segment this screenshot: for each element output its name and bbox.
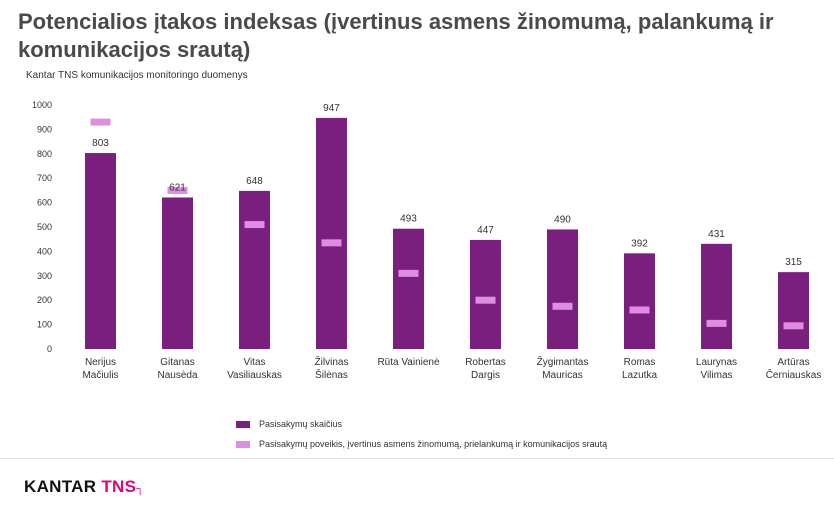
x-category-label: Gitanas: [160, 357, 194, 368]
impact-marker: [706, 319, 727, 327]
chart-title: Potencialios įtakos indeksas (įvertinus …: [18, 9, 774, 62]
legend-swatch-marker: [236, 440, 250, 448]
x-category-label: Vasiliauskas: [227, 370, 282, 381]
value-labels: 803 621 648 947 493 447 490 392 431 315: [92, 103, 802, 268]
y-tick-label: 600: [37, 198, 52, 208]
impact-marker: [398, 269, 419, 277]
x-category-label: Mauricas: [542, 370, 583, 381]
x-category-label: Lazutka: [622, 370, 657, 381]
bar: [778, 272, 809, 349]
x-category-label: Romas: [624, 357, 656, 368]
x-category-label: Nerijus: [85, 357, 116, 368]
bar-value-label: 621: [169, 182, 186, 193]
chart-subtitle: Kantar TNS komunikacijos monitoringo duo…: [26, 70, 248, 81]
impact-marker: [475, 296, 496, 304]
bar: [316, 117, 347, 349]
x-category-label: Artūras: [777, 357, 809, 368]
legend-swatch-bar: [236, 420, 250, 428]
bar-value-label: 493: [400, 214, 417, 225]
y-tick-label: 800: [37, 149, 52, 159]
y-tick-label: 200: [37, 295, 52, 305]
impact-marker: [321, 239, 342, 247]
x-category-label: Vilimas: [700, 370, 732, 381]
bar: [470, 239, 501, 349]
legend-item-bars: Pasisakymų skaičius: [236, 414, 607, 434]
y-tick-label: 400: [37, 246, 52, 256]
x-category-label: Robertas: [465, 357, 506, 368]
bar: [162, 197, 193, 349]
bar-value-label: 315: [785, 257, 802, 268]
impact-marker: [90, 118, 111, 126]
impact-marker: [783, 322, 804, 330]
legend: Pasisakymų skaičius Pasisakymų poveikis,…: [236, 414, 607, 454]
kantar-tns-logo: KANTAR TNS┐: [24, 477, 144, 497]
marker-series: [90, 118, 804, 330]
x-category-label: Šilėnas: [315, 368, 348, 381]
bar-series: [85, 117, 809, 349]
bar-value-label: 447: [477, 225, 494, 236]
bar: [701, 243, 732, 349]
logo-tns-text: TNS: [101, 477, 137, 496]
bar-value-label: 803: [92, 138, 109, 149]
bar: [547, 229, 578, 349]
logo-kantar-text: KANTAR: [24, 477, 97, 496]
impact-marker: [629, 306, 650, 314]
legend-item-markers: Pasisakymų poveikis, įvertinus asmens ži…: [236, 434, 607, 454]
bar-chart: 0 100 200 300 400 500 600 700 800 900 1000 803 621 6…: [32, 100, 821, 381]
legend-label-markers: Pasisakymų poveikis, įvertinus asmens ži…: [259, 439, 608, 449]
x-category-label: Rūta Vainienė: [377, 357, 440, 368]
impact-marker: [167, 186, 188, 194]
bar-value-label: 490: [554, 214, 571, 225]
x-category-label: Nausėda: [157, 370, 197, 381]
bar-value-label: 392: [631, 238, 648, 249]
legend-label-bars: Pasisakymų skaičius: [259, 419, 343, 429]
y-tick-label: 1000: [32, 100, 52, 110]
bar-value-label: 947: [323, 103, 340, 114]
impact-marker: [244, 221, 265, 229]
x-category-label: Žygimantas: [537, 355, 589, 368]
x-category-label: Žilvinas: [315, 355, 349, 368]
x-category-label: Vitas: [243, 357, 265, 368]
y-tick-label: 300: [37, 271, 52, 281]
x-category-label: Laurynas: [696, 357, 737, 368]
x-category-label: Dargis: [471, 370, 500, 381]
bar: [239, 190, 270, 349]
bar: [624, 253, 655, 349]
y-tick-label: 500: [37, 222, 52, 232]
y-axis: 0 100 200 300 400 500 600 700 800 900 1000: [32, 100, 52, 354]
x-axis: Nerijus Mačiulis Gitanas Nausėda Vitas Vasili…: [82, 355, 821, 381]
y-tick-label: 100: [37, 320, 52, 330]
bar-value-label: 431: [708, 229, 725, 240]
y-tick-label: 900: [37, 124, 52, 134]
y-tick-label: 0: [47, 344, 52, 354]
bar-value-label: 648: [246, 176, 263, 187]
footer-divider: [0, 458, 834, 459]
y-tick-label: 700: [37, 173, 52, 183]
x-category-label: Mačiulis: [82, 370, 118, 381]
impact-marker: [552, 302, 573, 310]
bar: [393, 228, 424, 349]
bar: [85, 153, 116, 349]
logo-mark-icon: ┐: [136, 483, 145, 495]
x-category-label: Černiauskas: [766, 368, 822, 381]
